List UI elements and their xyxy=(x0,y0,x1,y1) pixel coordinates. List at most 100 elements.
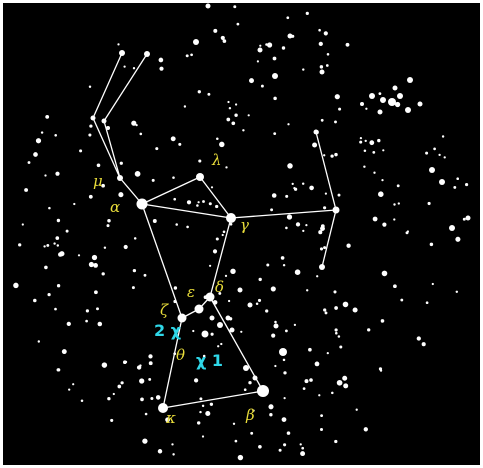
field-star xyxy=(117,43,120,46)
field-star xyxy=(377,138,381,143)
field-star xyxy=(283,443,287,447)
field-star xyxy=(89,124,93,128)
field-star xyxy=(247,114,250,117)
field-star xyxy=(56,244,60,247)
field-star xyxy=(443,156,446,159)
field-star xyxy=(222,39,227,43)
field-star xyxy=(314,130,319,135)
field-star xyxy=(37,340,41,343)
label-zeta: ζ xyxy=(160,301,169,319)
star-shield-3 xyxy=(319,264,325,270)
field-star xyxy=(88,85,92,89)
stick-line xyxy=(315,131,337,211)
field-star xyxy=(295,222,301,227)
stick-line xyxy=(162,317,183,409)
field-star xyxy=(273,132,277,136)
field-star xyxy=(234,439,238,443)
field-star xyxy=(257,298,262,302)
field-star xyxy=(394,101,401,108)
field-star xyxy=(97,321,103,327)
field-star xyxy=(330,154,334,158)
field-star xyxy=(305,223,308,227)
field-star xyxy=(193,378,199,383)
field-star xyxy=(55,236,60,240)
field-star xyxy=(372,216,378,222)
label-mu: μ xyxy=(93,172,103,190)
field-star xyxy=(53,242,56,245)
field-star xyxy=(96,307,99,311)
field-star xyxy=(381,270,388,277)
field-star xyxy=(155,147,159,151)
field-star xyxy=(365,107,368,110)
field-star xyxy=(93,263,98,268)
field-star xyxy=(396,184,400,188)
stick-line xyxy=(209,296,264,392)
field-star xyxy=(143,273,147,277)
field-star xyxy=(393,218,396,221)
field-star xyxy=(378,92,382,95)
field-star xyxy=(326,351,329,355)
field-star xyxy=(323,154,326,157)
field-star xyxy=(273,96,277,101)
field-star xyxy=(196,204,199,207)
field-star xyxy=(343,383,349,389)
field-star xyxy=(215,204,219,209)
field-star xyxy=(425,301,429,305)
field-star xyxy=(35,138,42,144)
field-star xyxy=(335,331,338,335)
stick-line xyxy=(209,217,232,298)
field-star xyxy=(272,56,277,61)
field-star xyxy=(193,39,199,45)
field-star xyxy=(280,256,285,260)
field-star xyxy=(405,107,411,113)
stick-line xyxy=(119,177,143,205)
field-star xyxy=(209,315,215,321)
star-alpha xyxy=(136,198,148,210)
field-star xyxy=(416,336,421,341)
field-star xyxy=(197,201,200,204)
field-star xyxy=(325,64,329,67)
field-star xyxy=(367,328,371,332)
field-star xyxy=(309,378,313,382)
star-epsilon xyxy=(194,304,204,314)
field-star xyxy=(373,171,376,174)
field-star xyxy=(259,44,262,47)
field-star xyxy=(257,390,260,394)
star-delta xyxy=(205,292,215,302)
field-star xyxy=(363,149,367,152)
field-star xyxy=(268,404,274,410)
label-kappa: κ xyxy=(165,409,176,427)
field-star xyxy=(291,34,295,38)
field-star xyxy=(393,284,397,289)
field-star xyxy=(79,149,83,153)
field-star xyxy=(152,219,157,223)
field-star xyxy=(252,409,255,412)
field-star xyxy=(337,335,341,338)
field-star xyxy=(198,159,202,163)
field-star xyxy=(120,381,124,385)
field-star xyxy=(200,176,204,180)
field-star xyxy=(439,179,445,185)
field-star xyxy=(140,397,144,402)
field-star xyxy=(355,408,358,411)
field-star xyxy=(215,237,219,241)
field-star xyxy=(185,54,189,58)
field-star xyxy=(186,200,192,205)
field-star xyxy=(306,289,309,292)
field-star xyxy=(260,84,264,88)
field-star xyxy=(421,342,426,347)
field-star xyxy=(283,371,287,375)
field-star xyxy=(117,384,122,389)
field-star xyxy=(207,92,211,96)
field-star xyxy=(285,226,288,230)
field-star xyxy=(324,311,328,315)
field-star xyxy=(227,100,230,104)
field-star xyxy=(148,361,153,366)
field-star xyxy=(257,47,263,53)
star-zeta xyxy=(177,313,187,323)
field-star xyxy=(255,302,259,305)
field-star xyxy=(287,163,293,169)
field-star xyxy=(229,327,235,333)
field-star xyxy=(400,298,404,302)
field-star xyxy=(273,323,279,329)
